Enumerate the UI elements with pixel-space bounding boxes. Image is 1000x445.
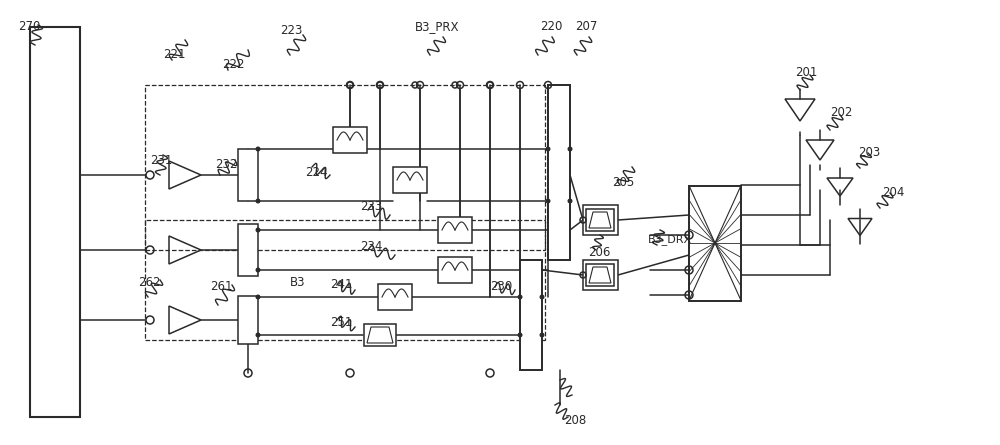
Bar bbox=[393, 167, 427, 193]
Bar bbox=[238, 224, 258, 276]
Text: 220: 220 bbox=[540, 20, 562, 33]
Text: 203: 203 bbox=[858, 146, 880, 159]
Text: B3_DRX: B3_DRX bbox=[648, 235, 692, 246]
Bar bbox=[145, 85, 545, 250]
Text: 205: 205 bbox=[612, 177, 634, 190]
Text: 201: 201 bbox=[795, 66, 817, 80]
Text: 251: 251 bbox=[330, 316, 352, 328]
Bar bbox=[145, 220, 545, 340]
Text: 234: 234 bbox=[360, 240, 382, 254]
Bar bbox=[378, 284, 412, 310]
Bar bbox=[583, 260, 618, 290]
Text: 208: 208 bbox=[564, 413, 586, 426]
Circle shape bbox=[256, 267, 260, 272]
Circle shape bbox=[256, 227, 260, 232]
Text: 224: 224 bbox=[305, 166, 328, 179]
Bar bbox=[438, 217, 472, 243]
Circle shape bbox=[568, 146, 572, 151]
Text: 230: 230 bbox=[490, 280, 512, 294]
Circle shape bbox=[256, 146, 260, 151]
Text: 222: 222 bbox=[222, 58, 244, 72]
Text: B3_PRX: B3_PRX bbox=[415, 20, 460, 33]
Bar bbox=[689, 186, 741, 300]
Bar bbox=[30, 27, 80, 417]
Text: 261: 261 bbox=[210, 280, 232, 294]
Text: B3: B3 bbox=[290, 276, 306, 290]
Bar bbox=[583, 205, 618, 235]
Text: 233: 233 bbox=[360, 201, 382, 214]
Bar bbox=[238, 296, 258, 344]
Circle shape bbox=[256, 332, 260, 337]
Text: 223: 223 bbox=[280, 24, 302, 36]
Circle shape bbox=[256, 295, 260, 299]
Circle shape bbox=[546, 146, 550, 151]
Circle shape bbox=[540, 332, 544, 337]
Text: 207: 207 bbox=[575, 20, 597, 33]
Bar bbox=[586, 264, 614, 286]
Circle shape bbox=[518, 332, 522, 337]
Bar bbox=[238, 149, 258, 201]
Bar bbox=[548, 85, 570, 260]
Text: 204: 204 bbox=[882, 186, 904, 199]
Circle shape bbox=[256, 198, 260, 203]
Bar bbox=[333, 127, 367, 153]
Circle shape bbox=[546, 198, 550, 203]
Bar bbox=[438, 257, 472, 283]
Bar bbox=[364, 324, 396, 346]
Text: 241: 241 bbox=[330, 279, 352, 291]
Text: 206: 206 bbox=[588, 247, 610, 259]
Text: 232: 232 bbox=[215, 158, 237, 171]
Text: 221: 221 bbox=[163, 49, 186, 61]
Text: 262: 262 bbox=[138, 275, 160, 288]
Text: 270: 270 bbox=[18, 20, 40, 33]
Bar bbox=[520, 260, 542, 370]
Circle shape bbox=[568, 198, 572, 203]
Circle shape bbox=[540, 295, 544, 299]
Text: 231: 231 bbox=[150, 154, 172, 166]
Text: 202: 202 bbox=[830, 106, 852, 120]
Circle shape bbox=[518, 295, 522, 299]
Bar bbox=[586, 209, 614, 231]
